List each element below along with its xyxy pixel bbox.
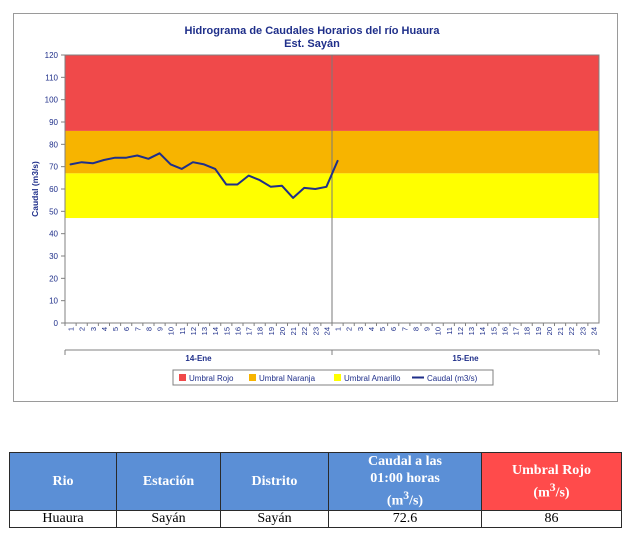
x-tick-label-46: 23 — [578, 327, 587, 335]
header-caudal-line2: 01:00 horas — [370, 471, 440, 486]
legend-swatch-1 — [249, 374, 256, 381]
legend-label-3: Caudal (m3/s) — [427, 374, 478, 383]
header-estacion: Estación — [116, 452, 221, 511]
header-umbral-sup: 3 — [549, 480, 556, 494]
day-group-label-1: 15-Ene — [452, 354, 479, 363]
y-tick-label-110: 110 — [45, 73, 58, 82]
x-tick-label-27: 4 — [367, 327, 376, 331]
header-caudal-sup: 3 — [403, 489, 410, 502]
x-tick-label-10: 11 — [178, 327, 187, 335]
header-rio: Rio — [9, 452, 117, 511]
header-caudal-unit: m — [391, 493, 404, 509]
legend-box — [172, 369, 494, 386]
header-caudal: Caudal a las 01:00 horas (m3/s) — [328, 452, 482, 511]
x-tick-label-19: 20 — [278, 327, 287, 335]
y-tick-label-100: 100 — [45, 96, 59, 105]
x-tick-label-36: 13 — [467, 327, 476, 335]
x-tick-label-0: 1 — [67, 327, 76, 331]
header-distrito: Distrito — [220, 452, 329, 511]
legend-label-1: Umbral Naranja — [259, 374, 316, 383]
x-tick-label-40: 17 — [512, 327, 521, 335]
header-umbral-rojo: Umbral Rojo (m3/s) — [481, 452, 622, 511]
x-tick-label-11: 12 — [189, 327, 198, 335]
header-umbral-line1: Umbral Rojo — [512, 462, 591, 478]
cell-caudal: 72.6 — [328, 509, 482, 528]
x-tick-label-32: 9 — [423, 327, 432, 331]
x-tick-label-7: 8 — [144, 327, 153, 331]
table-header-row: Rio Estación Distrito Caudal a las 01:00… — [9, 452, 622, 511]
x-tick-label-9: 10 — [167, 327, 176, 335]
legend-label-0: Umbral Rojo — [189, 374, 234, 383]
chart-container: Hidrograma de Caudales Horarios del río … — [13, 13, 618, 402]
y-tick-label-30: 30 — [49, 252, 58, 261]
x-tick-label-42: 19 — [534, 327, 543, 335]
x-tick-label-25: 2 — [345, 327, 354, 331]
x-tick-label-14: 15 — [222, 327, 231, 335]
x-tick-label-34: 11 — [445, 327, 454, 335]
y-tick-label-50: 50 — [49, 207, 58, 216]
x-tick-label-2: 3 — [89, 327, 98, 331]
x-tick-label-13: 14 — [211, 327, 220, 335]
header-umbral-unit: m — [538, 485, 550, 501]
x-tick-label-37: 14 — [478, 327, 487, 335]
y-tick-label-20: 20 — [49, 274, 58, 283]
x-tick-label-12: 13 — [200, 327, 209, 335]
x-tick-label-1: 2 — [78, 327, 87, 331]
hydrograph-chart: Hidrograma de Caudales Horarios del río … — [30, 25, 600, 386]
x-tick-label-23: 24 — [322, 327, 331, 335]
header-umbral-unit-end: /s — [555, 485, 565, 501]
x-tick-label-8: 9 — [156, 327, 165, 331]
x-tick-label-5: 6 — [122, 327, 131, 331]
x-tick-label-38: 15 — [489, 327, 498, 335]
x-tick-label-41: 18 — [523, 327, 532, 335]
x-tick-label-44: 21 — [556, 327, 565, 335]
header-caudal-line1: Caudal a las — [368, 454, 442, 469]
y-tick-label-80: 80 — [49, 140, 58, 149]
y-tick-label-0: 0 — [54, 319, 59, 328]
legend-swatch-2 — [334, 374, 341, 381]
y-axis-label: Caudal (m3/s) — [30, 161, 40, 217]
table-row: Huaura Sayán Sayán 72.6 86 — [9, 509, 622, 528]
x-tick-label-33: 10 — [434, 327, 443, 335]
day-group-label-0: 14-Ene — [185, 354, 212, 363]
x-tick-label-21: 22 — [300, 327, 309, 335]
x-tick-label-28: 5 — [378, 327, 387, 331]
x-tick-label-22: 23 — [311, 327, 320, 335]
x-tick-label-17: 18 — [256, 327, 265, 335]
y-tick-label-40: 40 — [49, 230, 58, 239]
chart-subtitle: Est. Sayán — [284, 38, 340, 50]
x-tick-label-4: 5 — [111, 327, 120, 331]
legend-label-2: Umbral Amarillo — [344, 374, 401, 383]
header-caudal-unit-end: /s — [409, 493, 419, 509]
x-tick-label-45: 22 — [567, 327, 576, 335]
x-tick-label-43: 20 — [545, 327, 554, 335]
x-tick-label-31: 8 — [411, 327, 420, 331]
x-tick-label-26: 3 — [356, 327, 365, 331]
chart-title: Hidrograma de Caudales Horarios del río … — [185, 25, 441, 37]
cell-distrito: Sayán — [220, 509, 329, 528]
cell-umbral: 86 — [481, 509, 622, 528]
summary-table: Rio Estación Distrito Caudal a las 01:00… — [9, 452, 622, 528]
x-tick-label-35: 12 — [456, 327, 465, 335]
x-tick-label-20: 21 — [289, 327, 298, 335]
x-tick-label-6: 7 — [133, 327, 142, 331]
x-tick-label-24: 1 — [334, 327, 343, 331]
y-tick-label-10: 10 — [49, 297, 58, 306]
x-tick-label-29: 6 — [389, 327, 398, 331]
series-line-caudal — [69, 152, 339, 199]
x-tick-label-47: 24 — [589, 327, 598, 335]
x-tick-label-15: 16 — [233, 327, 242, 335]
legend-swatch-0 — [179, 374, 186, 381]
cell-estacion: Sayán — [116, 509, 221, 528]
y-tick-label-90: 90 — [49, 118, 58, 127]
y-tick-label-70: 70 — [49, 163, 58, 172]
x-tick-label-18: 19 — [267, 327, 276, 335]
x-tick-label-16: 17 — [245, 327, 254, 335]
y-tick-label-120: 120 — [45, 51, 59, 60]
x-tick-label-30: 7 — [400, 327, 409, 331]
x-tick-label-3: 4 — [100, 327, 109, 331]
x-tick-label-39: 16 — [500, 327, 509, 335]
y-tick-label-60: 60 — [49, 185, 58, 194]
cell-rio: Huaura — [9, 509, 117, 528]
